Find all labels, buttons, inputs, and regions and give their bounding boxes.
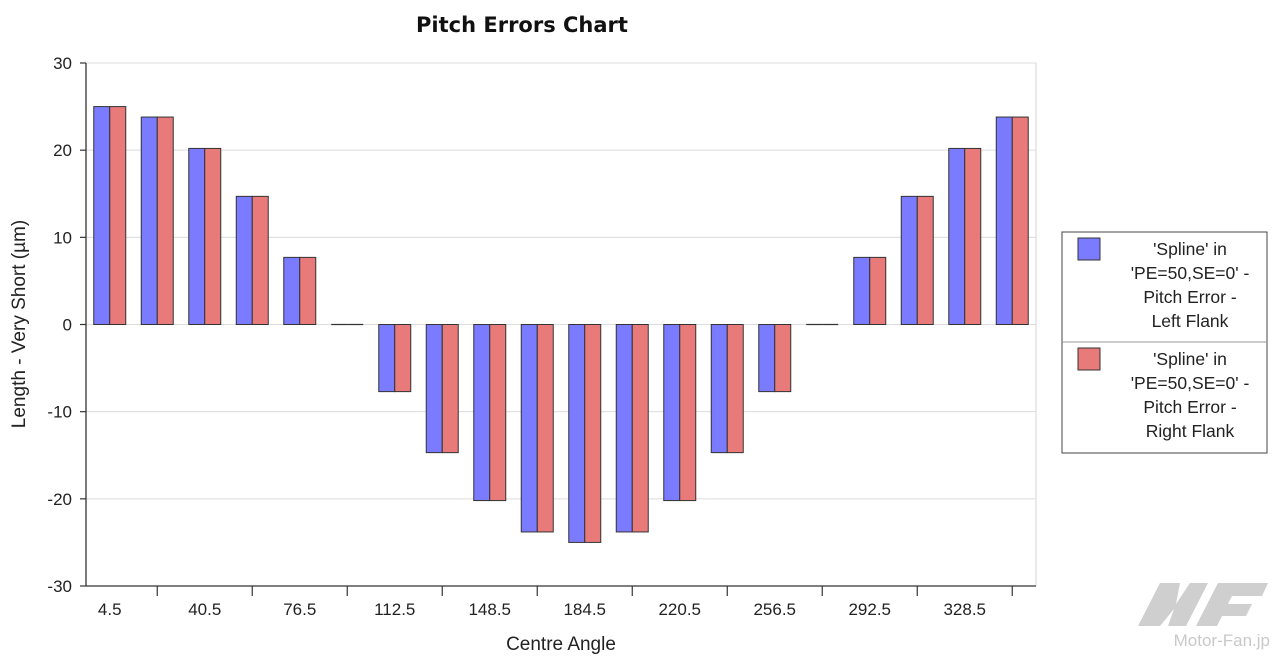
bar-right-flank (299, 256, 317, 325)
x-tick-label: 184.5 (563, 600, 606, 619)
legend: 'Spline' in 'PE=50,SE=0' - Pitch Error - Le… (1061, 231, 1268, 454)
bar-left-flank (995, 116, 1013, 325)
bar-right-flank (631, 324, 649, 533)
y-tick-label: -30 (47, 577, 72, 596)
legend-label-line: 'PE=50,SE=0' - (1131, 263, 1250, 283)
x-tick-labels: 4.5 40.5 76.5 112.5 148.5 184.5 220.5 256.5 292.… (98, 600, 986, 619)
bar-right-flank (774, 324, 792, 393)
bar-left-flank (520, 324, 538, 533)
bars (93, 106, 1029, 543)
bar-left-flank (283, 256, 301, 325)
y-tick-label: -20 (47, 490, 72, 509)
x-tick-label: 40.5 (188, 600, 221, 619)
legend-label-line: Pitch Error - (1143, 397, 1237, 417)
bar-left-flank (235, 195, 253, 325)
bar-right-flank (1011, 116, 1029, 325)
x-tick-label: 148.5 (468, 600, 511, 619)
bar-left-flank (378, 324, 396, 393)
bar-left-flank (948, 147, 966, 325)
bar-left-flank (93, 106, 111, 326)
y-tick-label: -10 (47, 403, 72, 422)
bar-left-flank (758, 324, 776, 393)
x-tick-label: 292.5 (848, 600, 891, 619)
bar-right-flank (394, 324, 412, 393)
bar-right-flank (584, 324, 602, 543)
x-tick-label: 76.5 (283, 600, 316, 619)
bar-right-flank (536, 324, 554, 533)
y-tick-label: 30 (53, 54, 72, 73)
bar-left-flank (188, 147, 206, 325)
chart-title: Pitch Errors Chart (416, 13, 628, 37)
bar-right-flank (109, 106, 127, 326)
bar-left-flank (663, 324, 681, 502)
legend-label-line: Left Flank (1152, 311, 1229, 331)
x-tick-label: 4.5 (98, 600, 122, 619)
bar-right-flank (869, 256, 887, 325)
axes (80, 62, 1036, 596)
bar-right-flank (441, 324, 459, 454)
x-tick-label: 220.5 (658, 600, 701, 619)
bar-right-flank (156, 116, 174, 325)
motor-fan-watermark: Motor-Fan.jp (1138, 583, 1270, 650)
legend-swatch-right-flank (1077, 347, 1101, 371)
bar-right-flank (726, 324, 744, 454)
y-tick-label: 20 (53, 141, 72, 160)
legend-label-line: Pitch Error - (1143, 287, 1237, 307)
bar-right-flank (204, 147, 222, 325)
bar-left-flank (425, 324, 443, 454)
motor-fan-logo-icon (1138, 583, 1268, 626)
bar-left-flank (853, 256, 871, 325)
bar-left-flank (900, 195, 918, 325)
bar-right-flank (679, 324, 697, 502)
bar-left-flank (473, 324, 491, 502)
bar-left-flank (568, 324, 586, 543)
x-tick-label: 256.5 (753, 600, 796, 619)
x-axis-title: Centre Angle (506, 634, 616, 655)
bar-right-flank (916, 195, 934, 325)
legend-swatch-left-flank (1077, 237, 1101, 261)
x-tick-label: 112.5 (374, 600, 415, 619)
y-tick-label: 0 (63, 316, 72, 335)
bar-right-flank (251, 195, 269, 325)
legend-label-line: 'Spline' in (1153, 239, 1227, 259)
legend-label-line: 'Spline' in (1153, 349, 1227, 369)
x-tick-label: 328.5 (943, 600, 986, 619)
y-axis-title: Length - Very Short (µm) (9, 220, 30, 428)
bar-right-flank (964, 147, 982, 325)
bar-right-flank (489, 324, 507, 502)
watermark-site-text: Motor-Fan.jp (1174, 631, 1270, 650)
bar-left-flank (140, 116, 158, 325)
legend-label-line: Right Flank (1146, 421, 1235, 441)
bar-left-flank (710, 324, 728, 454)
bar-left-flank (615, 324, 633, 533)
y-tick-label: 10 (53, 228, 72, 247)
y-tick-labels: -30 -20 -10 0 10 20 30 (47, 54, 72, 596)
legend-label-line: 'PE=50,SE=0' - (1131, 373, 1250, 393)
